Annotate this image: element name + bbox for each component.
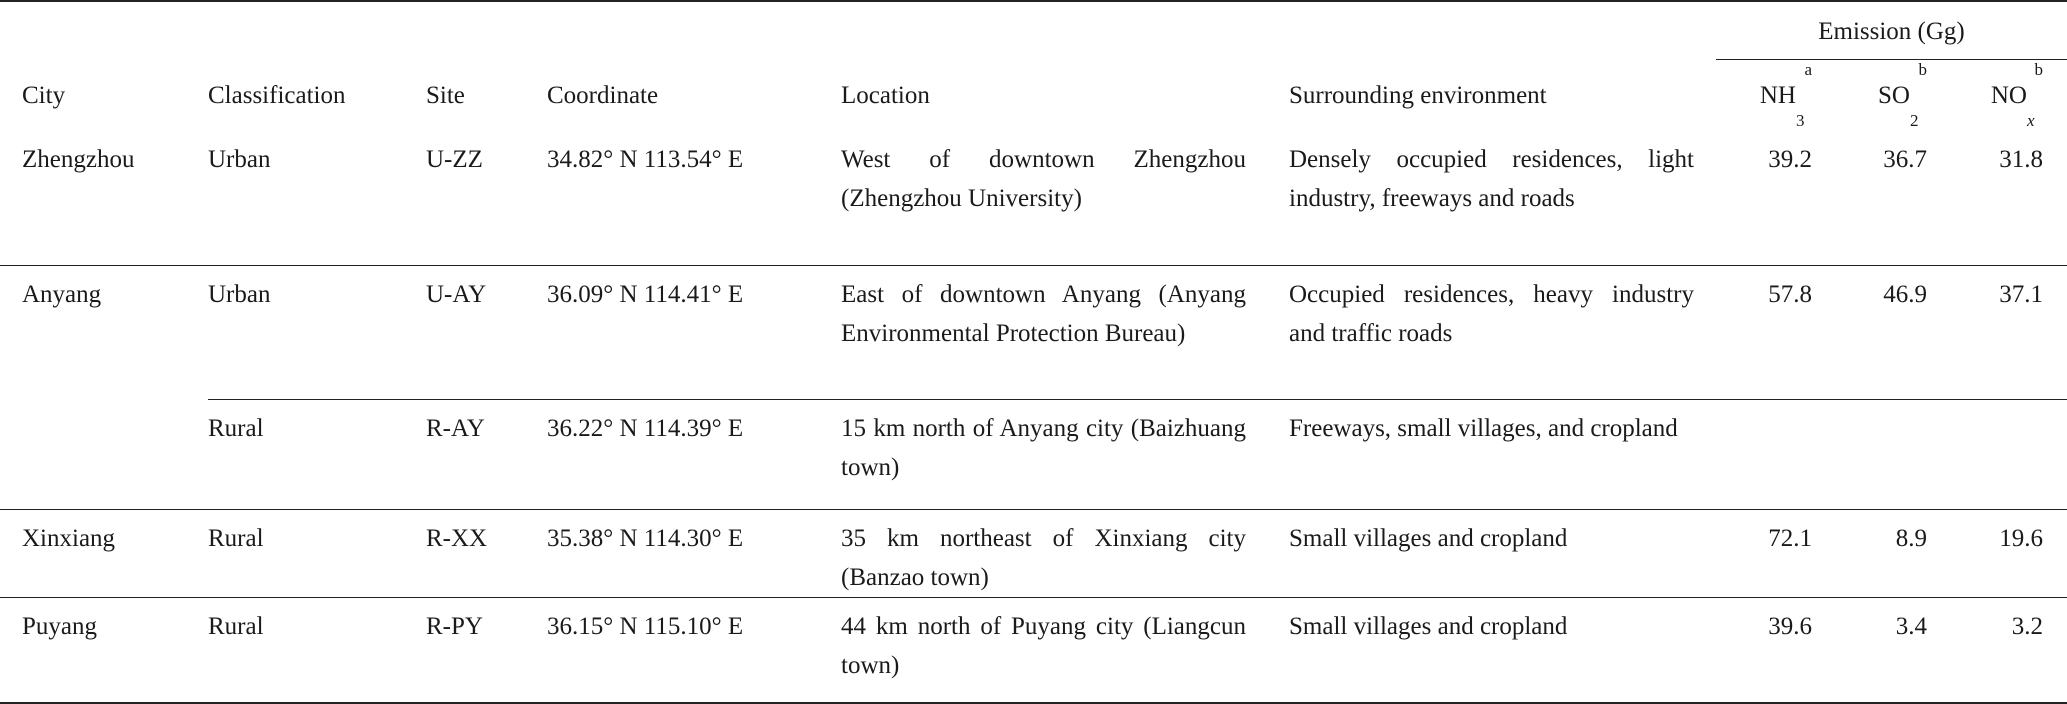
nh3-cell: 72.1 [1716,509,1830,598]
city-cell [0,399,208,510]
nh3-cell: 39.6 [1716,597,1830,704]
location-cell: West of downtown Zhengzhou (Zhengzhou Un… [841,131,1289,266]
nh3-cell: 57.8 [1716,265,1830,400]
nh3-cell: 39.2 [1716,131,1830,266]
col-so2: SO2b [1878,60,1927,130]
site-cell: U-AY [426,265,547,400]
coordinate-cell: 36.15° N 115.10° E [547,597,841,704]
header-spacer [0,0,1716,60]
emission-group-cell: Emission (Gg) [1716,0,2067,60]
nox-cell: 19.6 [1945,509,2067,598]
col-site: Site [426,82,465,109]
coordinate-cell: 36.09° N 114.41° E [547,265,841,400]
nox-cell [1945,399,2067,510]
emission-group-header: Emission (Gg) [1716,12,2067,60]
classification-cell: Rural [208,399,426,510]
so2-cell: 3.4 [1830,597,1945,704]
classification-cell: Rural [208,597,426,704]
table-row: Xinxiang Rural R-XX 35.38° N 114.30° E 35 km… [0,509,2067,598]
nox-cell: 37.1 [1945,265,2067,400]
table-row: Anyang Urban U-AY 36.09° N 114.41° E East of… [0,265,2067,400]
table-row: Puyang Rural R-PY 36.15° N 115.10° E 44 km n… [0,597,2067,704]
location-cell: East of downtown Anyang (Anyang Environm… [841,265,1289,400]
col-environment: Surrounding environment [1289,82,1547,109]
environment-cell: Small villages and cropland [1289,509,1716,598]
nh3-cell [1716,399,1830,510]
col-location: Location [841,82,930,109]
col-nh3: NH3a [1759,60,1812,130]
city-cell: Anyang [22,280,102,308]
coordinate-cell: 35.38° N 114.30° E [547,509,841,598]
location-cell: 44 km north of Puyang city (Liangcun tow… [841,597,1289,704]
col-classification: Classification [208,82,346,109]
environment-cell: Occupied residences, heavy industry and … [1289,265,1716,400]
so2-cell: 8.9 [1830,509,1945,598]
coordinate-cell: 34.82° N 113.54° E [547,131,841,266]
city-cell: Xinxiang [0,509,208,598]
site-cell: R-AY [426,399,547,510]
classification-cell: Urban [208,131,426,266]
table-row: Zhengzhou Urban U-ZZ 34.82° N 113.54° E West… [0,131,2067,266]
so2-cell [1830,399,1945,510]
nox-cell: 3.2 [1945,597,2067,704]
table-row: Rural R-AY 36.22° N 114.39° E 15 km north o… [0,399,2067,510]
site-cell: R-XX [426,509,547,598]
location-cell: 15 km north of Anyang city (Baizhuang to… [841,399,1289,510]
site-cell: R-PY [426,597,547,704]
environment-cell: Small villages and cropland [1289,597,1716,704]
nox-cell: 31.8 [1945,131,2067,266]
environment-cell: Freeways, small villages, and cropland [1289,399,1716,510]
environment-cell: Densely occupied residences, light indus… [1289,131,1716,266]
coordinate-cell: 36.22° N 114.39° E [547,399,841,510]
city-cell: Zhengzhou [0,131,208,266]
city-cell: Puyang [0,597,208,704]
so2-cell: 36.7 [1830,131,1945,266]
col-coordinate: Coordinate [547,82,659,109]
location-cell: 35 km northeast of Xinxiang city (Banzao… [841,509,1289,598]
col-nox: NOxb [1990,60,2043,130]
site-cell: U-ZZ [426,131,547,266]
classification-cell: Urban [208,265,426,400]
so2-cell: 46.9 [1830,265,1945,400]
classification-cell: Rural [208,509,426,598]
col-city: City [22,82,66,109]
